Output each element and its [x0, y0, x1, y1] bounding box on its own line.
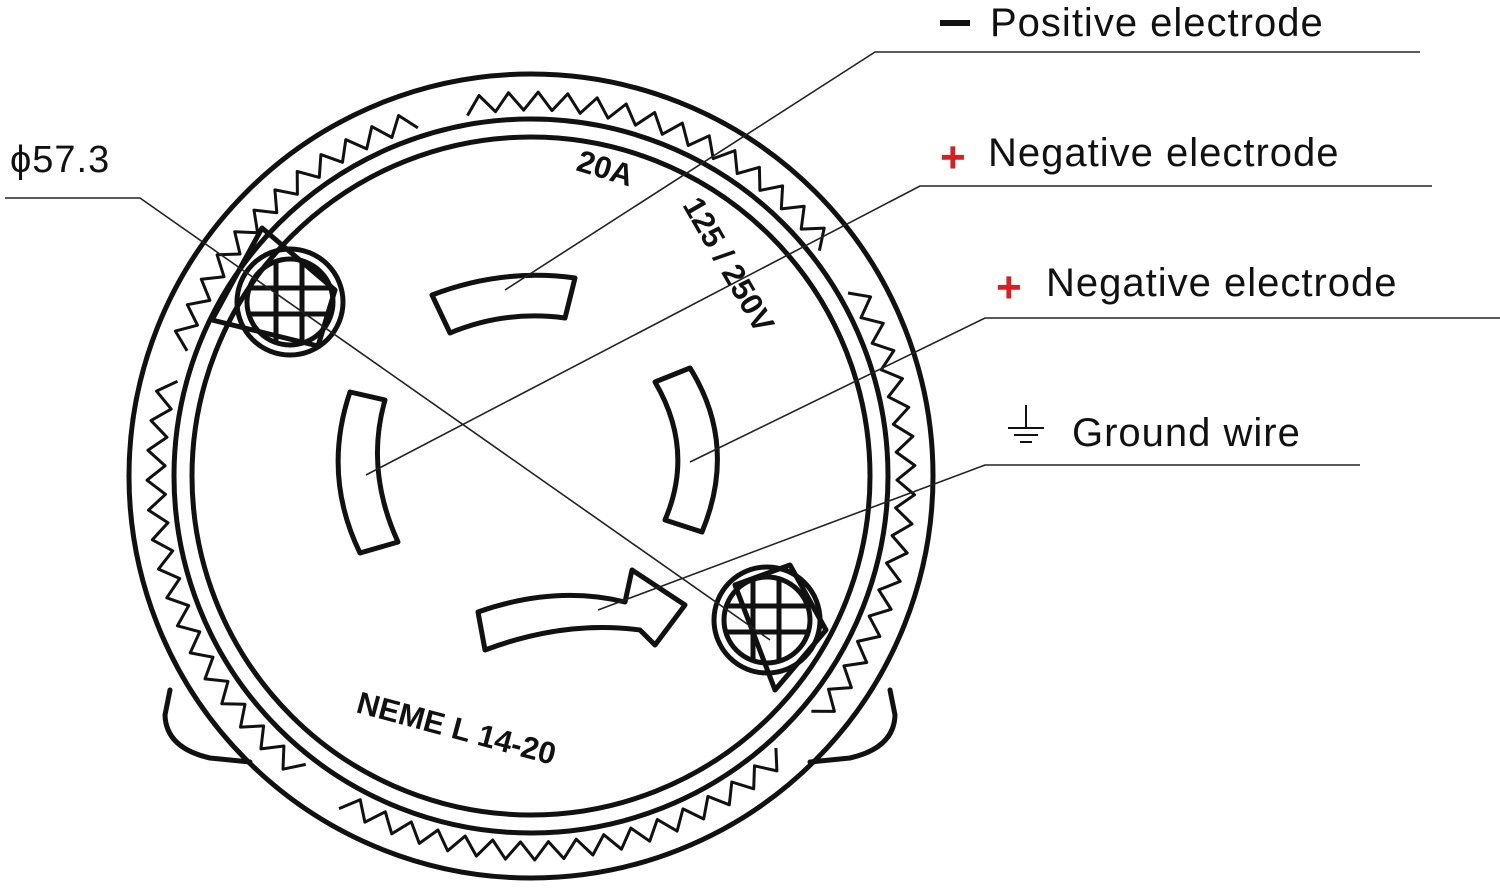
callout-label: Negative electrode [1046, 261, 1398, 305]
inner-ring [171, 116, 891, 836]
leader-ground [597, 464, 1360, 611]
model-label: NEME L 14-20 [353, 685, 560, 772]
diameter-label: ϕ57.3 [10, 139, 110, 181]
callout-label: Negative electrode [988, 131, 1340, 175]
rating-voltage: 125 / 250V [676, 191, 781, 339]
slot-top-positive [429, 272, 578, 336]
knurl-segment [145, 379, 307, 771]
leader-negative-1 [365, 185, 1432, 476]
outer-ring [126, 71, 936, 881]
knurled-grip-band [145, 90, 917, 862]
callout-label: Ground wire [1072, 411, 1301, 455]
plus-symbol: + [940, 133, 966, 182]
callout-ground: Ground wire [1008, 405, 1301, 455]
plus-symbol: + [996, 263, 1022, 312]
callout-negative-2: + Negative electrode [996, 261, 1398, 312]
minus-symbol [940, 20, 970, 26]
knurl-segment [173, 114, 419, 352]
knurl-segment [811, 291, 917, 713]
callout-negative-1: + Negative electrode [940, 131, 1340, 182]
slot-bottom-ground [475, 567, 688, 653]
leader-negative-2 [689, 317, 1500, 463]
callout-label: Positive electrode [990, 1, 1324, 45]
ground-icon [1008, 405, 1044, 443]
screw-top-left [209, 225, 346, 358]
callout-positive: Positive electrode [940, 1, 1324, 45]
screw-bottom-right [711, 562, 829, 693]
slot-right-negative [652, 365, 720, 535]
housing-foot-left [162, 687, 253, 765]
slot-left-negative [335, 389, 401, 556]
leader-positive [504, 51, 1420, 291]
knurl-segment [338, 747, 779, 862]
leader-diameter [5, 197, 771, 641]
plug-face [189, 134, 873, 818]
knurl-segment [466, 90, 826, 252]
housing-foot-right [807, 687, 898, 765]
